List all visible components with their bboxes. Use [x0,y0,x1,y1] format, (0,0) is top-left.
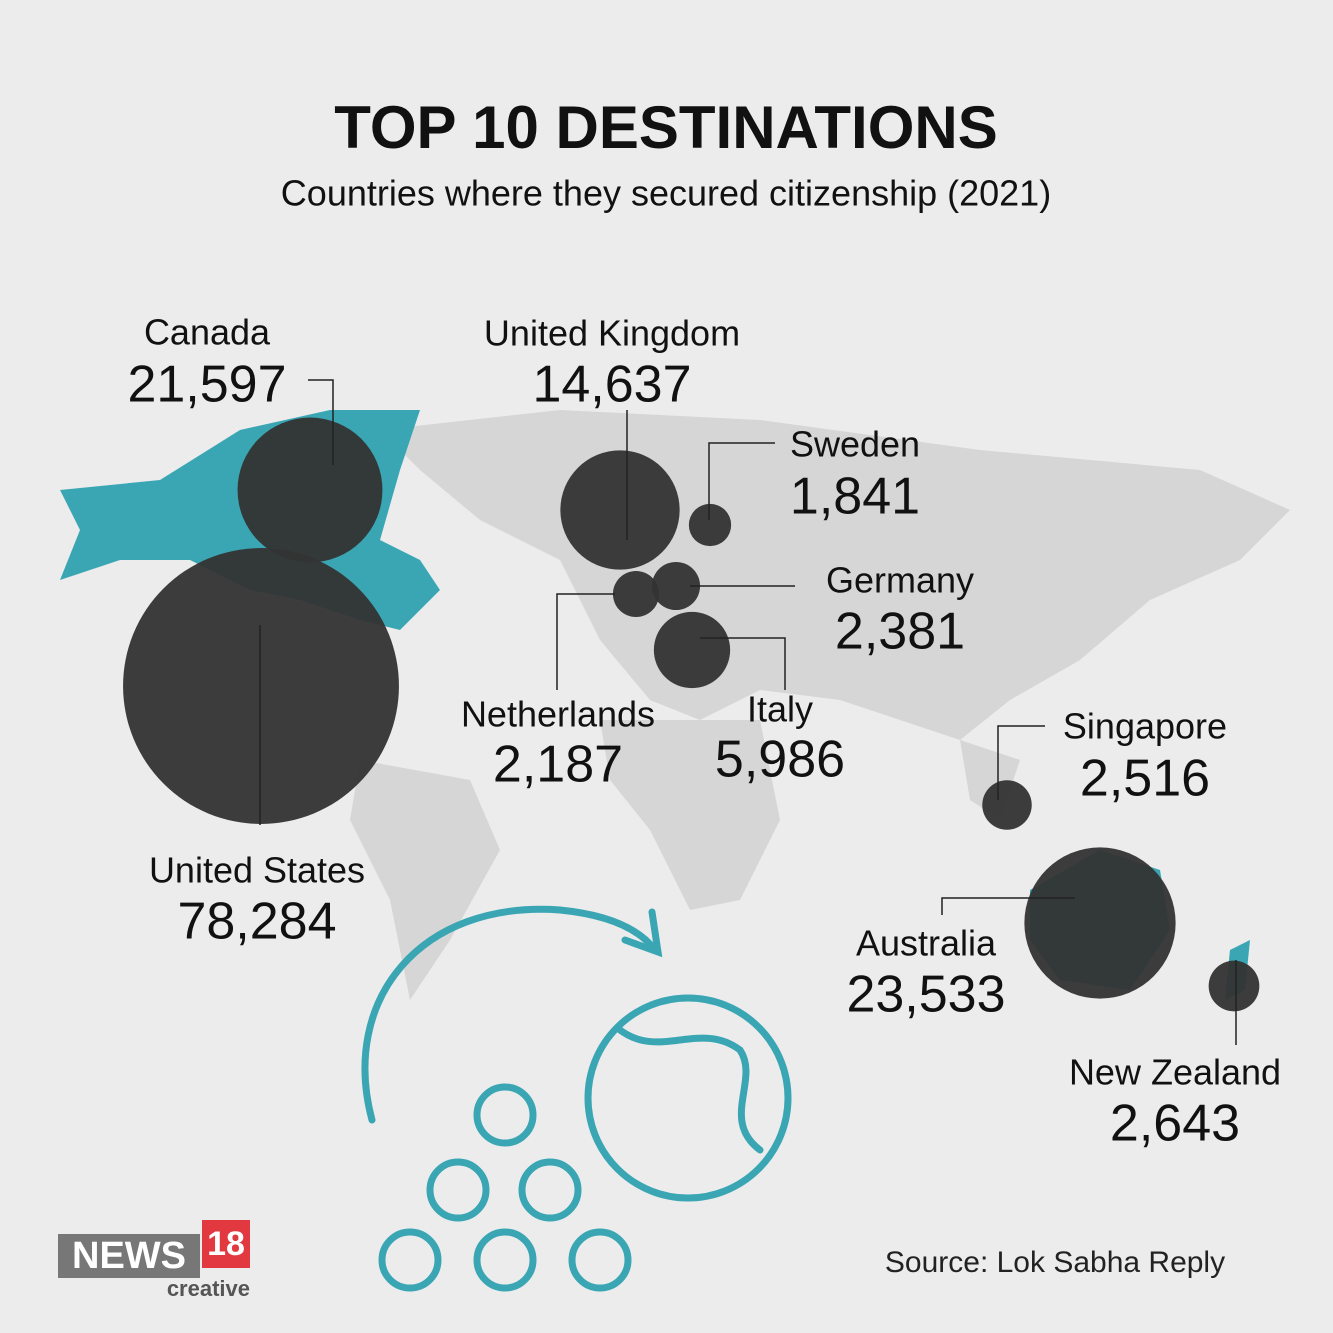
source: Source: Lok Sabha Reply [885,1246,1225,1279]
bubble [237,417,383,563]
country-label: Sweden [790,424,920,465]
country-label: United Kingdom [484,313,740,354]
title: TOP 10 DESTINATIONS [334,94,998,161]
value-label: 2,516 [1080,750,1210,808]
country-label: Italy [747,689,813,730]
bubble [123,548,399,824]
country-label: Germany [826,560,974,601]
value-label: 1,841 [790,468,920,526]
leader-line [708,442,775,520]
leader-line [556,593,615,690]
bubble [653,611,731,689]
value-label: 78,284 [177,893,336,951]
value-label: 5,986 [715,731,845,789]
value-label: 2,643 [1110,1095,1240,1153]
country-label: Canada [144,312,271,353]
logo-name: NEWS [72,1235,186,1277]
leader-line [941,897,1075,915]
bubble [612,570,660,618]
bubble [1208,960,1260,1012]
leader-line [308,379,334,465]
logo-number: 18 [207,1225,245,1263]
logo-number-box [202,1220,250,1268]
country-label: Netherlands [461,694,655,735]
value-label: 14,637 [532,356,691,414]
value-label: 21,597 [127,356,286,414]
leader-line [997,725,1045,800]
value-label: 2,187 [493,736,623,794]
bubble [1024,847,1176,999]
bubble [688,503,732,547]
bubble [560,450,680,570]
logo-box [58,1234,200,1278]
country-label: Australia [856,923,997,964]
bubble [651,561,701,611]
value-label: 23,533 [846,966,1005,1024]
illustration [361,905,792,1292]
country-label: Singapore [1063,706,1227,747]
logo: NEWS 18 creative [58,1220,250,1301]
value-label: 2,381 [835,603,965,661]
country-label: United States [149,850,365,891]
bubble [982,780,1032,830]
leader-line [700,637,786,690]
subtitle: Countries where they secured citizenship… [281,173,1051,214]
logo-tag: creative [167,1276,250,1301]
country-label: New Zealand [1069,1052,1281,1093]
